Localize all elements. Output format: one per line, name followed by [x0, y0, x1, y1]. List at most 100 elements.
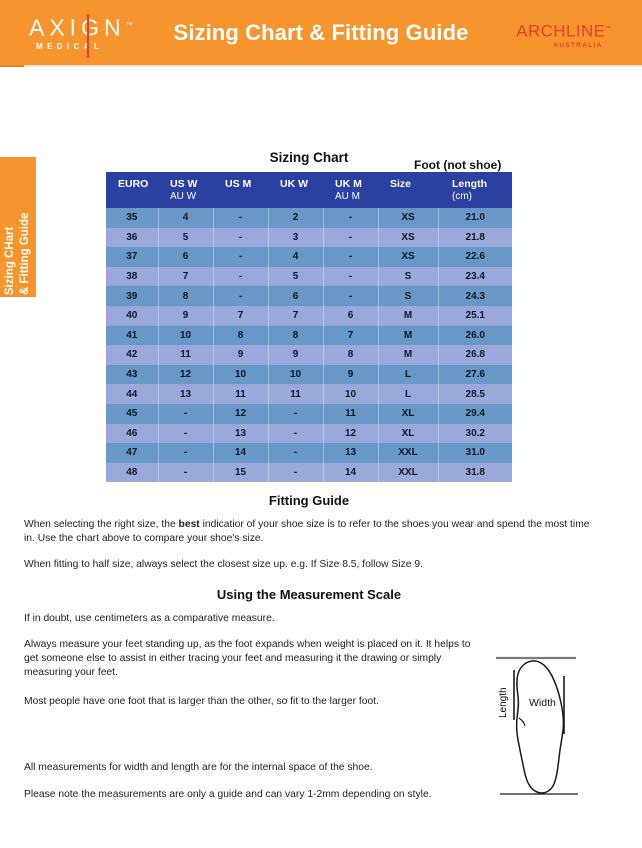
- table-header-size: Size: [378, 172, 438, 208]
- table-cell: XS: [378, 247, 439, 267]
- table-row: 40 9 7 7 6 M 25.1: [106, 305, 512, 326]
- table-cell: -: [213, 266, 269, 287]
- table-header-label: US M: [225, 178, 252, 190]
- table-row: 47-14-13 XXL 31.0: [106, 443, 512, 463]
- page-title: Sizing Chart & Fitting Guide: [173, 20, 469, 45]
- measurement-paragraph-2: Always measure your feet standing up, as…: [24, 639, 471, 678]
- table-cell: 31.0: [438, 443, 512, 463]
- table-cell: 8: [158, 286, 214, 306]
- table-cell: 8: [213, 325, 269, 346]
- table-cell: 27.6: [438, 364, 512, 385]
- table-row: 44 13 11 11 10 L 28.5: [106, 384, 512, 404]
- table-row: 43 12 10 10 9 L 27.6: [106, 364, 512, 385]
- table-cell: 10: [268, 364, 324, 385]
- table-cell: 9: [323, 364, 379, 385]
- table-cell: L: [378, 384, 439, 404]
- table-cell: XL: [378, 423, 439, 444]
- table-header-euro: EURO: [106, 172, 158, 208]
- table-cell: 11: [213, 384, 269, 404]
- table-cell: 42: [106, 345, 159, 365]
- table-cell: -: [323, 208, 379, 228]
- sizing-chart-title: Sizing Chart: [269, 150, 349, 165]
- table-cell: 8: [323, 345, 379, 365]
- table-cell: 48: [106, 462, 159, 483]
- table-header-length: Length (cm): [438, 172, 512, 208]
- table-cell: 9: [268, 345, 324, 365]
- table-cell: -: [213, 286, 269, 306]
- table-cell: 47: [106, 443, 159, 463]
- table-row: 45-12-11 XL 29.4: [106, 403, 512, 424]
- table-row: 39 8-6- S 24.3: [106, 286, 512, 306]
- table-row: 35 4-2- XS 21.0: [106, 208, 512, 228]
- table-header-sublabel: (cm): [452, 191, 472, 202]
- table-cell: -: [158, 443, 214, 463]
- trademark-icon: ™: [605, 26, 612, 32]
- table-cell: -: [268, 423, 324, 444]
- table-cell: -: [323, 247, 379, 267]
- table-cell: 12: [323, 423, 379, 444]
- table-header-label: Size: [390, 178, 412, 190]
- table-cell: 5: [158, 227, 214, 248]
- table-cell: 13: [323, 443, 379, 463]
- table-cell: 4: [158, 208, 214, 228]
- measurement-paragraph-3: Most people have one foot that is larger…: [24, 696, 379, 707]
- fitting-para-1-part-b: indicatior of your shoe size is to refer…: [24, 519, 590, 544]
- table-cell: 37: [106, 247, 159, 267]
- table-header-uk-m: UK M AU M: [323, 172, 378, 208]
- header-underline: [0, 65, 642, 67]
- table-cell: 45: [106, 403, 159, 424]
- table-header-label: US W: [170, 178, 198, 190]
- axign-subtitle: MEDICAL: [36, 41, 104, 51]
- length-label: Length: [498, 687, 509, 718]
- axign-wordmark: AXIGN™: [27, 14, 147, 40]
- table-cell: 6: [158, 247, 214, 267]
- table-cell: 25.1: [438, 305, 512, 326]
- table-cell: 21.8: [438, 227, 512, 248]
- table-cell: 6: [268, 286, 324, 306]
- table-cell: -: [268, 462, 324, 483]
- table-cell: XS: [378, 227, 439, 248]
- fitting-para-1-emphasis: best: [178, 519, 200, 530]
- table-cell: 7: [213, 305, 269, 326]
- table-cell: -: [268, 443, 324, 463]
- table-cell: -: [323, 227, 379, 248]
- table-cell: L: [378, 364, 439, 385]
- table-cell: 30.2: [438, 423, 512, 444]
- archline-wordmark-text: ARCHLINE: [516, 21, 606, 41]
- table-cell: 10: [323, 384, 379, 404]
- archline-subtitle: AUSTRALIA: [553, 41, 603, 49]
- table-header-row: EURO US W AU W US M UK W UK M AU M Size Length (c…: [106, 172, 512, 208]
- table-cell: -: [213, 247, 269, 267]
- table-row: 42 11 9 9 8 M 26.8: [106, 345, 512, 365]
- axign-medical-logo: AXIGN™ MEDICAL: [27, 14, 147, 58]
- table-cell: 24.3: [438, 286, 512, 306]
- table-header-label: UK W: [280, 178, 308, 190]
- table-cell: 3: [268, 227, 324, 248]
- table-cell: 7: [158, 266, 214, 287]
- table-header-label: Length: [452, 178, 487, 190]
- table-cell: -: [158, 403, 214, 424]
- measurement-paragraph-5: Please note the measurements are only a …: [24, 789, 432, 800]
- foot-measurement-diagram: Width Length: [492, 648, 612, 828]
- foot-outline-path: [515, 660, 565, 794]
- table-cell: 12: [213, 403, 269, 424]
- table-cell: 9: [158, 305, 214, 326]
- table-cell: -: [213, 208, 269, 228]
- table-cell: S: [378, 266, 439, 287]
- table-cell: 40: [106, 305, 159, 326]
- table-cell: 43: [106, 364, 159, 385]
- foot-outline-icon: Width Length: [496, 656, 578, 795]
- table-cell: 35: [106, 208, 159, 228]
- table-cell: 13: [158, 384, 214, 404]
- table-cell: 4: [268, 247, 324, 267]
- table-cell: 11: [268, 384, 324, 404]
- table-cell: 39: [106, 286, 159, 306]
- table-cell: 12: [158, 364, 214, 385]
- table-header-label: EURO: [118, 178, 149, 190]
- table-cell: 8: [268, 325, 324, 346]
- table-cell: -: [268, 403, 324, 424]
- table-cell: 31.8: [438, 462, 512, 483]
- fitting-guide-paragraph-1: When selecting the right size, the best …: [24, 518, 594, 546]
- table-row: 38 7-5- S 23.4: [106, 266, 512, 287]
- side-tab-label-line1: Sizing CHart: [4, 226, 16, 295]
